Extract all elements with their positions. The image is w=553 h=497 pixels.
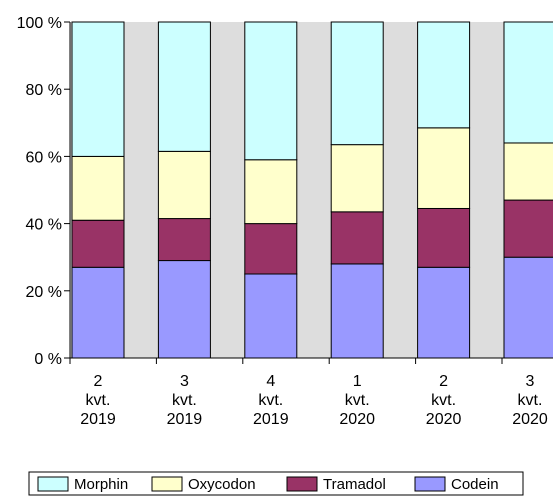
bar-segment-morphin xyxy=(157,21,211,152)
bar-segment-codein xyxy=(503,256,553,359)
plot-background xyxy=(70,22,553,358)
y-axis: 0 % 20 % 40 % 60 % 80 % 100 % xyxy=(17,15,71,368)
bar-segment-tramadol xyxy=(417,207,471,268)
bar-segment-oxycodon xyxy=(417,127,471,209)
y-tick-label: 80 % xyxy=(26,82,62,99)
y-tick-label: 0 % xyxy=(34,351,62,368)
bar-segment-codein xyxy=(417,266,471,359)
bar-segment-morphin xyxy=(417,21,471,129)
bar-segment-tramadol xyxy=(157,218,211,262)
legend-label-oxycodon: Oxycodon xyxy=(188,476,256,493)
x-tick-label: 3 kvt. 2020 xyxy=(512,373,548,428)
bar-segment-tramadol xyxy=(503,199,553,258)
x-tick-label: 2 kvt. 2019 xyxy=(80,373,116,428)
bar-segment-morphin xyxy=(503,21,553,144)
y-tick-label: 60 % xyxy=(26,149,62,166)
bar-segment-tramadol xyxy=(71,219,125,268)
x-tick-label: 3 kvt. 2019 xyxy=(167,373,203,428)
x-tick-label: 2 kvt. 2020 xyxy=(426,373,462,428)
y-tick-label: 40 % xyxy=(26,217,62,234)
legend-swatch-tramadol xyxy=(286,476,318,492)
legend: Morphin Oxycodon Tramadol Codein xyxy=(28,471,524,496)
y-tick-label: 20 % xyxy=(26,284,62,301)
bar-segment-codein xyxy=(71,266,125,359)
bar-segment-tramadol xyxy=(244,223,298,275)
bar-segment-codein xyxy=(244,273,298,359)
bar-segment-codein xyxy=(330,263,384,359)
bar-segment-oxycodon xyxy=(157,150,211,220)
plot-area xyxy=(70,21,553,359)
bar-segment-codein xyxy=(157,260,211,359)
bar-segment-morphin xyxy=(244,21,298,161)
bar-segment-oxycodon xyxy=(330,144,384,213)
bar-segment-morphin xyxy=(71,21,125,157)
bar-segment-oxycodon xyxy=(244,159,298,225)
legend-swatch-morphin xyxy=(37,476,69,492)
x-tick-label: 4 kvt. 2019 xyxy=(253,373,289,428)
legend-label-morphin: Morphin xyxy=(74,476,128,493)
legend-label-tramadol: Tramadol xyxy=(323,476,386,493)
y-tick-label: 100 % xyxy=(17,15,62,32)
bar-segment-oxycodon xyxy=(503,142,553,201)
legend-swatch-oxycodon xyxy=(151,476,183,492)
x-axis: 2 kvt. 2019 3 kvt. 2019 4 kvt. 2019 1 kvt. 2020 2 kvt… xyxy=(69,357,553,428)
x-tick-label: 1 kvt. 2020 xyxy=(339,373,375,428)
bar-segment-tramadol xyxy=(330,211,384,265)
legend-label-codein: Codein xyxy=(451,476,499,493)
bar-segment-oxycodon xyxy=(71,155,125,221)
bar-segment-morphin xyxy=(330,21,384,146)
legend-swatch-codein xyxy=(414,476,446,492)
